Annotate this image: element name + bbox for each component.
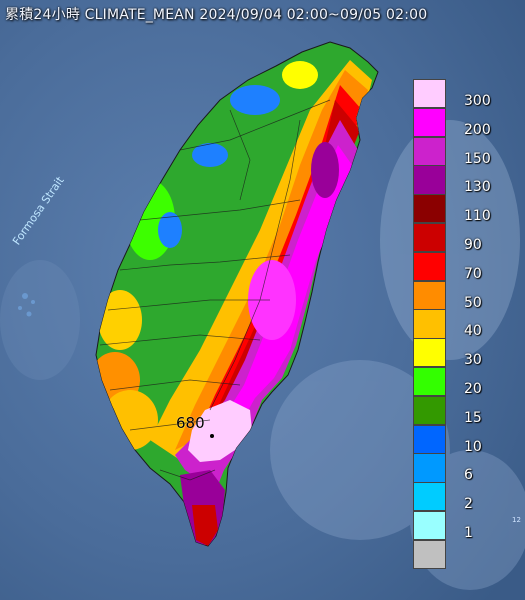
admin-boundaries: [99, 99, 331, 481]
legend-entry: 1: [413, 511, 502, 541]
legend-swatch: [413, 251, 446, 282]
legend-label: 70: [464, 265, 482, 282]
legend-swatch: [413, 539, 446, 570]
legend-entry: 6: [413, 453, 502, 483]
legend-label: 40: [464, 323, 482, 340]
legend-entry: [413, 539, 502, 570]
legend-entry: 70: [413, 251, 502, 282]
legend-label: 130: [464, 179, 491, 196]
legend-label: 20: [464, 381, 482, 397]
legend-label: 1: [464, 525, 473, 541]
legend-swatch: [413, 453, 446, 483]
legend-entry: 15: [413, 395, 502, 426]
legend-entry: 30: [413, 338, 502, 368]
legend-entry: 110: [413, 194, 502, 224]
legend-swatch: [413, 107, 446, 138]
legend-label: 50: [464, 294, 482, 311]
legend-swatch: [413, 395, 446, 426]
legend-label: 6: [464, 467, 473, 484]
legend-swatch: [413, 482, 446, 512]
legend-entry: 40: [413, 309, 502, 339]
legend-swatch: [413, 79, 446, 109]
legend-label: 90: [464, 237, 482, 253]
legend-entry: 20: [413, 367, 502, 397]
legend-swatch: [413, 165, 446, 195]
legend-swatch: [413, 338, 446, 368]
edge-label: 12: [512, 516, 521, 524]
legend-label: 10: [464, 438, 482, 455]
legend-swatch: [413, 367, 446, 397]
legend-label: 150: [464, 150, 491, 167]
legend-entry: 2: [413, 482, 502, 512]
legend-swatch: [413, 223, 446, 253]
legend-label: 2: [464, 496, 473, 513]
penghu-islands: [18, 293, 35, 317]
legend-entry: 50: [413, 280, 502, 311]
legend-label: 300: [464, 93, 491, 109]
legend-entry: 10: [413, 424, 502, 455]
legend-swatch: [413, 280, 446, 310]
map-title: 累積24小時 CLIMATE_MEAN 2024/09/04 02:00~09/…: [5, 7, 428, 23]
legend-entry: 200: [413, 107, 502, 138]
legend-label: 200: [464, 121, 491, 138]
legend-swatch: [413, 194, 446, 224]
legend-entry: 130: [413, 165, 502, 195]
legend-swatch: [413, 424, 446, 454]
legend-label: 30: [464, 352, 482, 369]
legend-entry: 150: [413, 136, 502, 167]
legend-entry: 300: [413, 79, 502, 109]
color-legend: 300 200 150 130 110 90 70 50 40 30 20 15 10 6 2 1: [413, 79, 502, 570]
legend-label: 15: [464, 409, 482, 426]
legend-label: 110: [464, 208, 491, 225]
legend-swatch: [413, 511, 446, 541]
legend-swatch: [413, 136, 446, 166]
max-marker: [210, 434, 214, 438]
legend-entry: 90: [413, 223, 502, 253]
max-value-label: 680: [176, 414, 205, 432]
legend-swatch: [413, 309, 446, 339]
